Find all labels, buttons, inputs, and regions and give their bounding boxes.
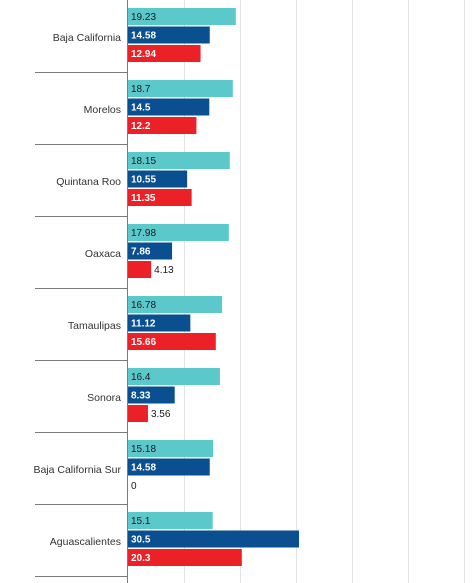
data-label: 14.5 <box>131 103 151 114</box>
data-label: 7.86 <box>131 247 151 258</box>
data-label: 4.13 <box>154 265 174 276</box>
category-label: Sonora <box>87 392 121 404</box>
category-label: Baja California <box>53 32 121 44</box>
bar <box>128 26 210 44</box>
category-group: Morelos 18.7 14.5 12.2 <box>35 80 233 145</box>
category-label: Tamaulipas <box>68 320 121 332</box>
chart-rows: Baja California 19.23 14.58 12.94 Morelos 18.… <box>33 8 299 577</box>
bar <box>128 170 188 188</box>
data-label: 16.4 <box>131 372 151 383</box>
category-label: Oaxaca <box>85 248 121 260</box>
data-label: 18.7 <box>131 84 151 95</box>
bar <box>128 549 242 566</box>
bar <box>128 98 210 116</box>
bar <box>128 117 197 134</box>
data-label: 18.15 <box>131 156 156 167</box>
bar <box>128 314 191 332</box>
data-label: 3.56 <box>151 409 171 420</box>
data-label: 30.5 <box>131 535 151 546</box>
data-label: 8.33 <box>131 391 151 402</box>
data-label: 17.98 <box>131 228 156 239</box>
bar <box>128 296 223 313</box>
bar <box>128 261 152 278</box>
bar <box>128 8 236 25</box>
category-label: Aguascalientes <box>50 536 121 548</box>
data-label: 16.78 <box>131 300 156 311</box>
category-group: Baja California 19.23 14.58 12.94 <box>35 8 236 73</box>
bar <box>128 405 148 422</box>
data-label: 19.23 <box>131 12 156 23</box>
bar <box>128 512 213 529</box>
data-label: 12.2 <box>131 121 151 132</box>
grid-lines <box>184 0 465 583</box>
bar <box>128 45 201 62</box>
bar <box>128 368 220 385</box>
data-label: 11.35 <box>131 193 156 204</box>
category-group: Oaxaca 17.98 7.864.13 <box>35 224 229 289</box>
data-label: 14.58 <box>131 463 156 474</box>
bar <box>128 458 210 476</box>
data-label: 15.66 <box>131 337 156 348</box>
data-label: 15.1 <box>131 516 151 527</box>
bar <box>128 386 175 404</box>
category-label: Baja California Sur <box>33 464 121 476</box>
category-group: Tamaulipas 16.78 11.12 15.66 <box>35 296 223 361</box>
category-label: Quintana Roo <box>56 176 121 188</box>
category-group: Baja California Sur 15.18 14.58 0 <box>33 440 214 505</box>
data-label: 14.58 <box>131 31 156 42</box>
bar <box>128 152 230 169</box>
data-label: 12.94 <box>131 49 156 60</box>
bar <box>128 440 214 457</box>
bar <box>128 530 299 548</box>
bar <box>128 224 229 241</box>
category-group: Sonora 16.4 8.333.56 <box>35 368 220 433</box>
category-group: Aguascalientes 15.1 30.5 20.3 <box>35 512 299 577</box>
bar <box>128 80 233 97</box>
data-label: 11.12 <box>131 319 156 330</box>
bar <box>128 333 216 350</box>
data-label: 0 <box>131 481 137 492</box>
category-label: Morelos <box>84 104 121 116</box>
bar <box>128 189 192 206</box>
data-label: 10.55 <box>131 175 156 186</box>
data-label: 15.18 <box>131 444 156 455</box>
category-group: Quintana Roo 18.15 10.55 11.35 <box>35 152 230 217</box>
bar <box>128 242 173 260</box>
data-label: 20.3 <box>131 553 151 564</box>
